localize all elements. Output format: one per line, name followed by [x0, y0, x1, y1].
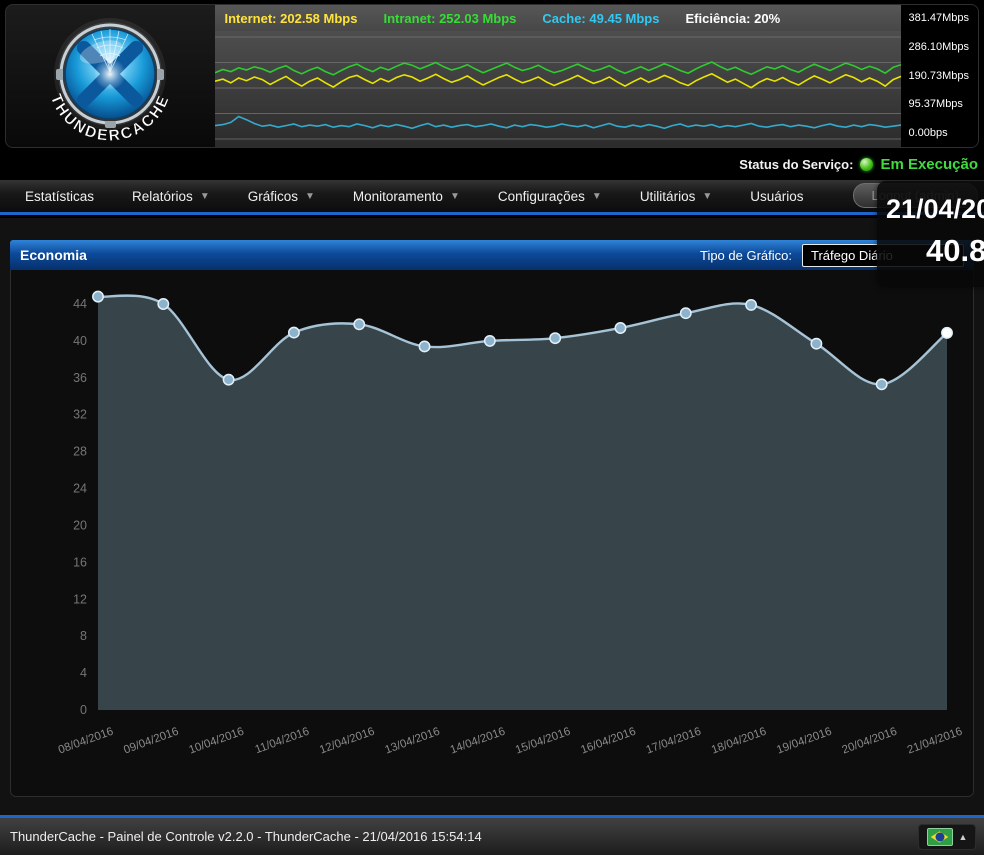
economia-panel-header: Economia Tipo de Gráfico: Tráfego Diário — [10, 240, 974, 270]
tooltip-date: 21/04/2016 — [886, 194, 984, 224]
status-running-icon — [860, 157, 874, 171]
collapse-arrow-icon: ▲ — [958, 832, 968, 842]
chart-type-label: Tipo de Gráfico: — [699, 247, 792, 263]
chevron-down-icon: ▼ — [199, 190, 210, 202]
status-value: Em Execução — [880, 155, 978, 173]
svg-text:20: 20 — [73, 518, 87, 532]
economia-chart[interactable]: 44 40 36 32 28 24 20 16 12 8 4 0 08/04/2016 09/04/201… — [10, 270, 974, 797]
status-label: Status do Serviço: — [739, 156, 854, 172]
nav-item-usuarios[interactable]: Usuários — [750, 188, 804, 204]
economia-panel: Economia Tipo de Gráfico: Tráfego Diário… — [10, 240, 974, 797]
svg-text:36: 36 — [73, 371, 87, 385]
svg-text:8: 8 — [80, 629, 87, 643]
nav-item-relatorios[interactable]: Relatórios ▼ — [132, 188, 210, 204]
bandwidth-axis-labels: 381.47Mbps 286.10Mbps 190.73Mbps 95.37Mb… — [900, 5, 978, 147]
nav-item-graficos[interactable]: Gráficos ▼ — [247, 188, 315, 204]
svg-text:44: 44 — [73, 297, 87, 311]
nav-item-monitoramento[interactable]: Monitoramento ▼ — [352, 188, 460, 204]
nav-item-utilitarios[interactable]: Utilitários ▼ — [639, 188, 713, 204]
language-selector-button[interactable]: ▲ — [918, 824, 976, 850]
nav-item-estatisticas[interactable]: Estatísticas — [25, 188, 95, 204]
axis-label: 190.73Mbps — [908, 69, 970, 82]
chevron-down-icon: ▼ — [591, 190, 602, 202]
axis-label: 286.10Mbps — [908, 40, 970, 53]
footer-bar: ThunderCache - Painel de Controle v2.2.0… — [0, 815, 984, 855]
svg-text:24: 24 — [73, 482, 87, 496]
svg-text:12: 12 — [73, 592, 87, 606]
svg-text:0: 0 — [80, 703, 87, 717]
svg-text:28: 28 — [73, 445, 87, 459]
chevron-down-icon: ▼ — [702, 190, 713, 202]
stat-internet: Internet: 202.58 Mbps — [224, 10, 358, 26]
service-status: Status do Serviço: Em Execução — [739, 151, 978, 177]
header-bar: THUNDERCACHE Internet: 202.58 Mbps Intra… — [5, 4, 979, 148]
bandwidth-monitor: Internet: 202.58 Mbps Intranet: 252.03 M… — [214, 5, 901, 147]
axis-label: 95.37Mbps — [908, 98, 963, 111]
content-area: Economia Tipo de Gráfico: Tráfego Diário… — [0, 218, 984, 815]
chart-tooltip: 21/04/2016 40.87 — [877, 181, 984, 287]
axis-label: 0.00bps — [908, 127, 948, 139]
svg-text:32: 32 — [73, 408, 87, 422]
svg-text:4: 4 — [80, 666, 87, 680]
stat-intranet: Intranet: 252.03 Mbps — [383, 10, 517, 26]
panel-title: Economia — [20, 247, 87, 263]
stat-eficiencia: Eficiência: 20% — [685, 10, 781, 26]
svg-text:16: 16 — [73, 555, 87, 569]
nav-item-configuracoes[interactable]: Configurações ▼ — [497, 188, 602, 204]
main-nav: Estatísticas Relatórios ▼ Gráficos ▼ Monit… — [0, 180, 984, 215]
thundercache-logo: THUNDERCACHE — [6, 5, 215, 147]
tooltip-value: 40.87 — [926, 233, 984, 268]
chevron-down-icon: ▼ — [304, 190, 315, 202]
bandwidth-chart — [214, 31, 901, 147]
thundercache-logo-icon: THUNDERCACHE — [47, 18, 171, 145]
footer-status-text: ThunderCache - Painel de Controle v2.2.0… — [10, 829, 482, 844]
bandwidth-stats-bar: Internet: 202.58 Mbps Intranet: 252.03 M… — [214, 5, 901, 31]
brazil-flag-icon — [926, 828, 953, 846]
stat-cache: Cache: 49.45 Mbps — [542, 10, 660, 26]
chevron-down-icon: ▼ — [449, 190, 460, 202]
axis-label: 381.47Mbps — [908, 12, 970, 24]
svg-text:40: 40 — [73, 334, 87, 348]
